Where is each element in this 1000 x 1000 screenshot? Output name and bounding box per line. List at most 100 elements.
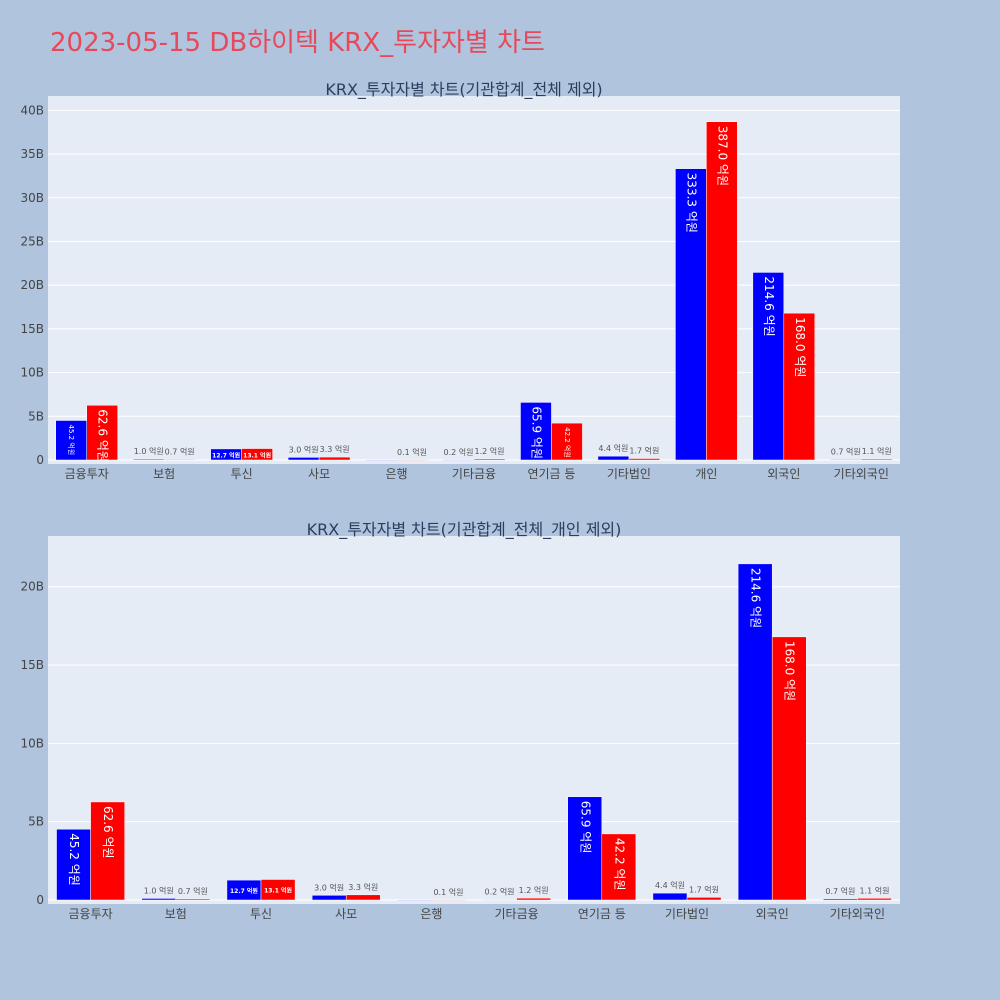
bar-series-1 — [287, 457, 320, 461]
bar-series-2 — [857, 898, 892, 901]
data-label: 3.0 억원 — [289, 444, 319, 454]
data-label: 0.1 억원 — [397, 447, 427, 457]
bar-series-1 — [56, 828, 91, 901]
y-tick-label: 35B — [20, 147, 44, 161]
bar-series-2 — [771, 636, 807, 901]
y-tick-label: 5B — [28, 409, 44, 423]
data-label: 65.9 억원 — [529, 406, 543, 459]
bar-series-1 — [482, 899, 517, 901]
data-label: 214.6 억원 — [749, 568, 763, 628]
data-label: 42.2 억원 — [563, 427, 572, 458]
data-label: 0.2 억원 — [444, 447, 474, 457]
y-tick-label: 0 — [36, 453, 44, 467]
chart-title: KRX_투자자별 차트(기관합계_전체 제외) — [325, 80, 602, 100]
x-tick-label: 은행 — [420, 906, 442, 921]
data-label: 333.3 억원 — [684, 173, 698, 233]
bar-series-2 — [175, 898, 211, 901]
chart-title: KRX_투자자별 차트(기관합계_전체_개인 제외) — [307, 520, 622, 540]
chart-1: 0 5B 10B 15B 20B 25B 30B 35B 40B KRX_투자자별 차트(기관합계… — [20, 80, 900, 481]
y-tick-label: 30B — [20, 191, 44, 205]
x-tick-label: 보험 — [165, 907, 187, 921]
data-label: 168.0 억원 — [783, 641, 797, 701]
bar-series-1 — [55, 420, 87, 461]
data-label: 3.0 억원 — [314, 882, 344, 892]
data-label: 4.4 억원 — [598, 443, 628, 453]
bar-series-1 — [442, 459, 475, 461]
data-label: 0.7 억원 — [825, 886, 855, 896]
data-label: 1.0 억원 — [134, 446, 164, 456]
x-tick-label: 개인 — [695, 467, 717, 481]
bar-series-2 — [86, 405, 118, 461]
data-label: 214.6 억원 — [762, 276, 776, 336]
data-label: 62.6 억원 — [96, 409, 110, 462]
bar-series-2 — [783, 312, 816, 461]
bar-series-1 — [823, 898, 858, 901]
x-tick-label: 투신 — [250, 907, 272, 921]
y-tick-label: 20B — [20, 278, 44, 292]
x-tick-label: 사모 — [335, 907, 357, 921]
data-label: 1.1 억원 — [859, 885, 889, 895]
bar-series-2 — [163, 459, 196, 461]
x-tick-label: 외국인 — [767, 467, 800, 481]
y-tick-label: 20B — [20, 580, 44, 594]
y-tick-label: 40B — [20, 103, 44, 117]
y-tick-label: 5B — [28, 815, 44, 829]
x-tick-label: 기타금융 — [452, 467, 496, 481]
bar-series-2 — [431, 899, 466, 901]
x-tick-label: 연기금 등 — [578, 907, 626, 921]
bar-series-2 — [396, 459, 428, 461]
x-tick-label: 기타외국인 — [834, 467, 889, 481]
x-tick-label: 기타법인 — [607, 467, 651, 481]
x-tick-label: 연기금 등 — [527, 467, 575, 481]
data-label: 12.7 억원 — [230, 887, 258, 895]
y-tick-label: 15B — [20, 322, 44, 336]
data-label: 1.0 억원 — [144, 885, 174, 895]
bar-series-1 — [752, 272, 785, 461]
data-label: 45.2 억원 — [67, 833, 81, 886]
data-label: 62.6 억원 — [101, 806, 115, 859]
x-tick-label: 은행 — [385, 466, 407, 481]
y-tick-label: 25B — [20, 234, 44, 248]
x-tick-label: 기타금융 — [495, 907, 539, 921]
bar-series-1 — [737, 563, 773, 901]
data-label: 0.7 억원 — [178, 886, 208, 896]
bar-series-2 — [706, 121, 738, 461]
data-label: 168.0 억원 — [793, 317, 807, 377]
bar-series-1 — [311, 895, 347, 901]
bar-series-2 — [686, 897, 722, 901]
y-tick-label: 0 — [36, 893, 44, 907]
data-label: 387.0 억원 — [715, 126, 729, 186]
x-tick-label: 사모 — [308, 467, 330, 481]
bar-series-1 — [141, 898, 177, 901]
y-tick-label: 10B — [20, 736, 44, 750]
x-tick-label: 기타법인 — [665, 907, 709, 921]
data-label: 0.7 억원 — [831, 446, 861, 456]
data-label: 1.7 억원 — [689, 884, 719, 894]
data-label: 13.1 억원 — [264, 887, 292, 895]
data-label: 42.2 억원 — [612, 838, 626, 891]
page-title: 2023-05-15 DB하이텍 KRX_투자자별 차트 — [50, 28, 545, 58]
bar-series-2 — [628, 458, 661, 461]
x-tick-label: 기타외국인 — [830, 907, 885, 921]
data-label: 45.2 억원 — [67, 424, 76, 455]
data-label: 0.7 억원 — [165, 446, 195, 456]
bar-series-1 — [597, 455, 630, 461]
bar-series-1 — [397, 899, 432, 901]
bar-series-2 — [318, 456, 351, 461]
bar-series-1 — [830, 459, 862, 461]
chart-2: 0 5B 10B 15B 20B KRX_투자자별 차트(기관합계_전체_개인 제외) 금융… — [20, 520, 900, 921]
bar-series-2 — [601, 833, 637, 901]
bar-series-2 — [551, 422, 583, 461]
bar-series-2 — [861, 458, 893, 461]
y-tick-label: 15B — [20, 658, 44, 672]
bar-series-2 — [90, 801, 125, 901]
bar-series-1 — [675, 168, 707, 461]
bar-series-1 — [567, 796, 603, 901]
data-label: 3.3 억원 — [348, 882, 378, 892]
data-label: 1.2 억원 — [474, 446, 504, 456]
y-tick-label: 10B — [20, 366, 44, 380]
data-label: 13.1 억원 — [243, 451, 271, 459]
data-label: 4.4 억원 — [655, 880, 685, 890]
bar-series-1 — [365, 459, 397, 461]
data-label: 0.1 억원 — [433, 887, 463, 897]
